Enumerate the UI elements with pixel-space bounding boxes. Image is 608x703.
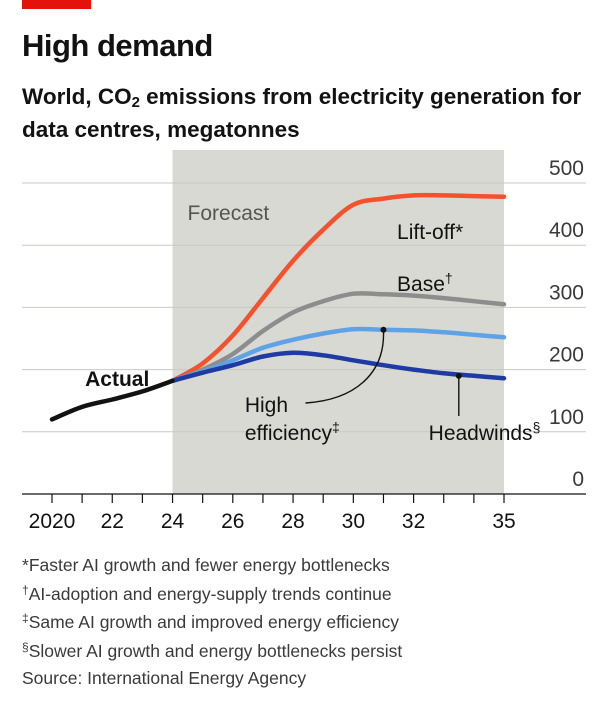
brand-red-tab	[22, 0, 91, 9]
x-tick-label: 26	[221, 510, 244, 533]
footnote-mark: §	[22, 639, 29, 654]
x-tick-label: 22	[101, 510, 124, 533]
footnote-lift-off: *Faster AI growth and fewer energy bottl…	[22, 551, 402, 580]
footnote-text: Faster AI growth and fewer energy bottle…	[28, 555, 390, 575]
forecast-label: Forecast	[188, 202, 270, 225]
x-tick-label: 24	[161, 510, 185, 533]
series-line-headwinds	[170, 350, 507, 384]
chart-title: High demand	[22, 28, 213, 63]
footnote-high-efficiency: ‡Same AI growth and improved energy effi…	[22, 608, 402, 637]
footnotes: *Faster AI growth and fewer energy bottl…	[22, 551, 402, 665]
series-label-base: Base†	[397, 270, 453, 296]
x-tick-label: 30	[342, 510, 365, 533]
series-label-mark: *	[455, 221, 463, 244]
series-label-mark: ‡	[332, 419, 340, 435]
series-label-mark: §	[533, 419, 541, 435]
series-label-text: efficiency	[245, 422, 333, 445]
series-label-text: Actual	[85, 368, 149, 391]
annotation-connector	[305, 329, 385, 404]
series-label-text: Base	[397, 273, 445, 296]
series-line-base	[170, 291, 507, 384]
y-tick-label: 400	[549, 219, 584, 242]
x-tick-label: 28	[281, 510, 304, 533]
subtitle-text-end: emissions from electricity generation fo…	[22, 84, 582, 142]
annotation-label-line: High	[245, 394, 288, 417]
y-tick-label: 200	[549, 344, 584, 367]
emissions-line-chart: 0 100 200 300 400 500 2020 22 24 26 28 30 32 35 Foreca…	[22, 150, 586, 533]
y-tick-label: 300	[549, 281, 584, 304]
forecast-shading	[172, 150, 505, 494]
series-line-actual	[49, 378, 175, 422]
series-line-lift-off	[170, 192, 507, 384]
subtitle-subscript: 2	[131, 94, 140, 111]
series-label-text: Lift-off	[397, 221, 455, 244]
footnote-base: †AI-adoption and energy-supply trends co…	[22, 580, 402, 609]
footnote-mark: †	[22, 582, 29, 597]
footnote-text: Same AI growth and improved energy effic…	[28, 612, 399, 632]
x-tick-label: 2020	[29, 510, 76, 533]
series-label-text: Headwinds	[429, 422, 533, 445]
series-label-actual: Actual	[85, 368, 149, 391]
x-tick-label: 35	[492, 510, 515, 533]
footnote-mark: ‡	[22, 611, 29, 625]
series-label-headwinds: Headwinds§	[429, 419, 541, 445]
y-tick-label: 500	[549, 157, 584, 180]
source-note: Source: International Energy Agency	[22, 668, 307, 688]
annotation-dot	[380, 326, 387, 333]
y-tick-label: 0	[572, 468, 584, 491]
footnote-text: Slower AI growth and energy bottlenecks …	[28, 640, 403, 661]
footnote-headwinds: §Slower AI growth and energy bottlenecks…	[22, 637, 402, 666]
footnote-mark: *	[22, 555, 29, 575]
series-label-mark: †	[445, 270, 453, 286]
annotation-label-line: efficiency‡	[245, 419, 340, 445]
series-line-high-efficiency	[170, 326, 507, 384]
series-label-lift-off: Lift-off*	[397, 221, 463, 244]
chart-subtitle: World, CO2 emissions from electricity ge…	[22, 80, 592, 146]
footnote-text: AI-adoption and energy-supply trends con…	[28, 583, 392, 604]
x-tick-label: 32	[402, 510, 425, 533]
subtitle-text-start: World, CO	[22, 84, 132, 109]
y-tick-label: 100	[549, 406, 584, 429]
